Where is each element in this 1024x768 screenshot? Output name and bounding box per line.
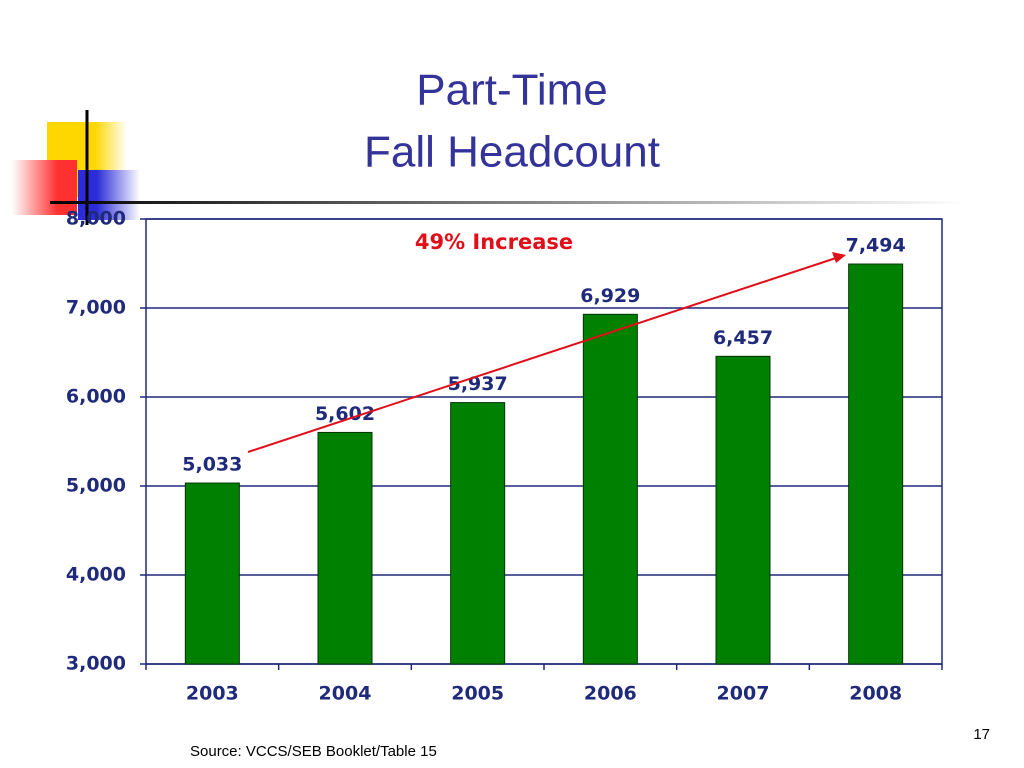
- y-tick-label: 7,000: [66, 297, 126, 319]
- bar: [450, 402, 506, 665]
- bar: [715, 355, 771, 665]
- x-tick-label: 2003: [186, 683, 239, 705]
- value-label: 7,494: [846, 235, 906, 257]
- y-tick-label: 5,000: [66, 475, 126, 497]
- y-tick-label: 4,000: [66, 564, 126, 586]
- y-tick-label: 3,000: [66, 653, 126, 675]
- value-label: 5,937: [448, 373, 508, 395]
- value-label: 5,033: [182, 454, 242, 476]
- x-tick-label: 2004: [319, 683, 372, 705]
- decoration: [12, 110, 965, 225]
- bar: [317, 431, 373, 665]
- title-line: Part-Time: [416, 66, 608, 115]
- source: Source: VCCS/SEB Booklet/Table 15: [190, 743, 437, 760]
- x-tick-label: 2007: [717, 683, 770, 705]
- bar: [848, 263, 904, 665]
- bar: [184, 482, 240, 665]
- x-tick-label: 2005: [451, 683, 504, 705]
- plot-frame: [145, 218, 943, 665]
- title-line: Fall Headcount: [364, 128, 660, 177]
- bar: [582, 313, 638, 665]
- y-tick-label: 6,000: [66, 386, 126, 408]
- y-tick-label: 8,000: [66, 208, 126, 230]
- x-tick-label: 2008: [849, 683, 902, 705]
- slide-number: 17: [973, 726, 990, 743]
- x-tick-label: 2006: [584, 683, 637, 705]
- trend-arrow: [247, 252, 846, 453]
- plot: 3,000 4,000 5,000 6,000 7,000 8,000 5,033 2003 5…: [66, 208, 943, 705]
- value-label: 6,929: [580, 285, 640, 307]
- annotation: 49% Increase: [415, 230, 573, 254]
- value-label: 5,602: [315, 403, 375, 425]
- value-label: 6,457: [713, 327, 773, 349]
